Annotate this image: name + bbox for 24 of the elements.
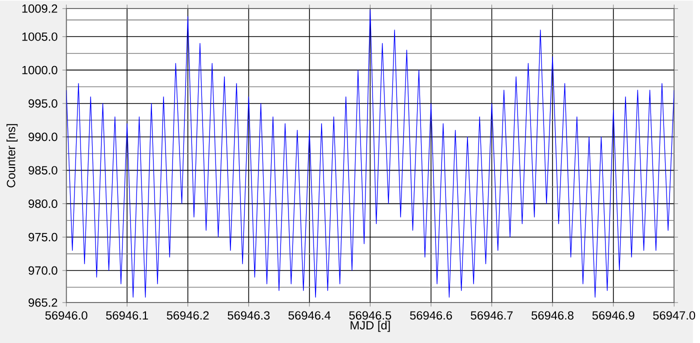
x-tick-label: 56946.0: [45, 311, 88, 320]
x-tick-label: 56946.6: [410, 311, 452, 320]
x-tick-label: 56946.7: [470, 311, 513, 320]
x-tick-label: 56946.3: [228, 311, 270, 320]
x-tick-label: 56946.5: [349, 311, 392, 320]
y-tick-label: 980.0: [28, 199, 58, 208]
y-tick-label: 990.0: [28, 132, 58, 142]
y-axis-title: Counter [ns]: [6, 124, 18, 188]
x-tick-label: 56947.0: [653, 311, 696, 320]
y-tick-label: 995.0: [28, 99, 58, 108]
y-tick-label: 970.0: [28, 266, 58, 275]
y-tick-label: 975.0: [28, 232, 58, 242]
x-tick-label: 56946.1: [106, 311, 148, 320]
y-tick-label: 1005.0: [22, 32, 58, 41]
y-tick-label: 965.2: [28, 298, 58, 307]
line-series: [66, 10, 674, 298]
x-tick-label: 56946.9: [592, 311, 634, 320]
y-tick-label: 1000.0: [22, 66, 58, 74]
x-tick-label: 56946.4: [288, 311, 331, 320]
x-tick-label: 56946.8: [532, 311, 574, 320]
x-tick-label: 56946.2: [166, 311, 209, 320]
y-tick-label: 1009.2: [22, 4, 58, 13]
x-axis-title: MJD [d]: [350, 320, 390, 332]
y-tick-label: 985.0: [28, 166, 58, 174]
